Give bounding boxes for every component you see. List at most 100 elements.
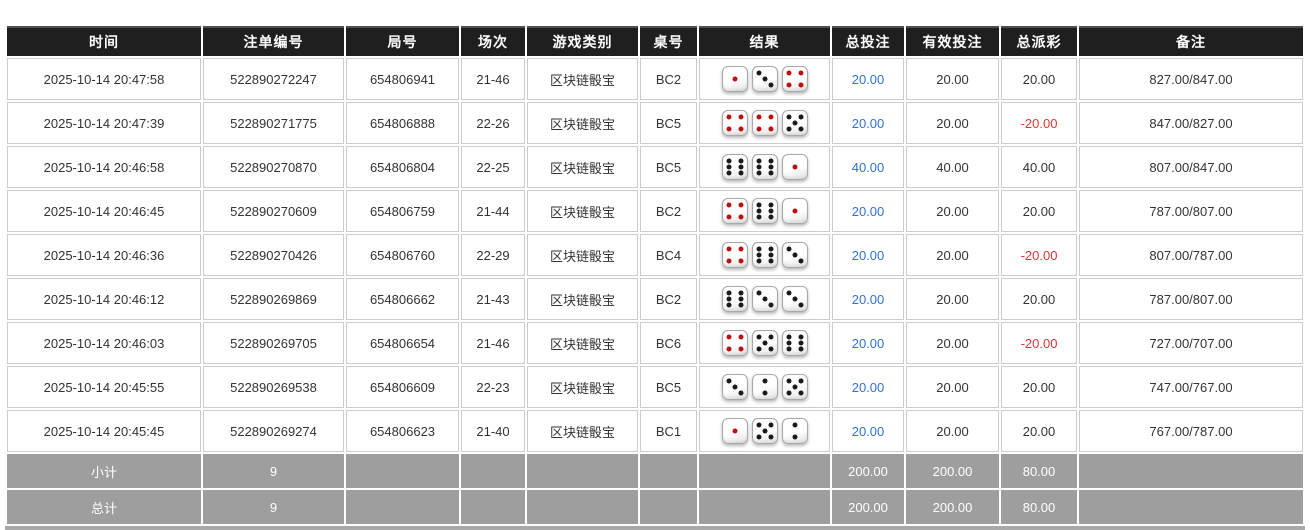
die-5-icon <box>751 418 778 444</box>
summary-empty <box>346 454 459 488</box>
die-6-icon <box>721 286 748 312</box>
cell-game_type: 区块链骰宝 <box>527 410 638 452</box>
cell-result <box>699 190 830 232</box>
cell-remark: 727.00/707.00 <box>1079 322 1303 364</box>
cell-round_no: 654806804 <box>346 146 459 188</box>
table-row: 2025-10-14 20:46:36 522890270426 654806760… <box>7 234 1303 276</box>
cell-total_payout: -20.00 <box>1001 322 1077 364</box>
die-1-icon <box>781 198 808 224</box>
cell-table_no: BC6 <box>640 322 697 364</box>
cell-total_bet[interactable]: 20.00 <box>832 278 904 320</box>
cell-remark: 747.00/767.00 <box>1079 366 1303 408</box>
cell-session: 21-40 <box>461 410 525 452</box>
die-4-icon <box>781 66 808 92</box>
summary-count: 9 <box>203 454 344 488</box>
summary-total-payout: 80.00 <box>1001 490 1077 524</box>
table-row: 2025-10-14 20:47:58 522890272247 654806941… <box>7 58 1303 100</box>
cell-game_type: 区块链骰宝 <box>527 190 638 232</box>
table-row: 2025-10-14 20:46:03 522890269705 654806654… <box>7 322 1303 364</box>
cell-time: 2025-10-14 20:47:39 <box>7 102 201 144</box>
cell-game_type: 区块链骰宝 <box>527 58 638 100</box>
summary-empty <box>461 490 525 524</box>
column-header-total_payout: 总派彩 <box>1001 26 1077 56</box>
cell-game_type: 区块链骰宝 <box>527 102 638 144</box>
cell-remark: 787.00/807.00 <box>1079 190 1303 232</box>
table-row: 2025-10-14 20:45:55 522890269538 654806609… <box>7 366 1303 408</box>
summary-empty <box>699 490 830 524</box>
cell-total_bet[interactable]: 20.00 <box>832 58 904 100</box>
die-3-icon <box>751 66 778 92</box>
cell-total_payout: 20.00 <box>1001 278 1077 320</box>
cell-result <box>699 58 830 100</box>
cell-total_bet[interactable]: 20.00 <box>832 322 904 364</box>
column-header-bet_no: 注单编号 <box>203 26 344 56</box>
cell-total_payout: 20.00 <box>1001 366 1077 408</box>
cell-remark: 807.00/787.00 <box>1079 234 1303 276</box>
cell-game_type: 区块链骰宝 <box>527 278 638 320</box>
header-row: 时间 注单编号 局号 场次 游戏类别 桌号 结果 总投注 有效投注 总派彩 备注 <box>7 26 1303 56</box>
cell-bet_no: 522890270426 <box>203 234 344 276</box>
subtotal-row: 小计 9 200.00 200.00 80.00 <box>7 454 1303 488</box>
cell-game_type: 区块链骰宝 <box>527 234 638 276</box>
summary-total-payout: 80.00 <box>1001 454 1077 488</box>
cell-bet_no: 522890271775 <box>203 102 344 144</box>
summary-empty <box>699 454 830 488</box>
die-4-icon <box>721 110 748 136</box>
die-3-icon <box>781 286 808 312</box>
table-row: 2025-10-14 20:46:12 522890269869 654806662… <box>7 278 1303 320</box>
summary-empty <box>640 454 697 488</box>
cell-time: 2025-10-14 20:46:03 <box>7 322 201 364</box>
cell-bet_no: 522890269274 <box>203 410 344 452</box>
cell-table_no: BC2 <box>640 278 697 320</box>
die-6-icon <box>751 242 778 268</box>
cell-total_payout: -20.00 <box>1001 102 1077 144</box>
cell-total_bet[interactable]: 20.00 <box>832 366 904 408</box>
cell-bet_no: 522890269705 <box>203 322 344 364</box>
table-summary: 小计 9 200.00 200.00 80.00 总计 9 200.00 200.00 80.00 <box>7 454 1303 524</box>
cell-valid_bet: 20.00 <box>906 58 999 100</box>
cell-table_no: BC2 <box>640 58 697 100</box>
cell-time: 2025-10-14 20:45:45 <box>7 410 201 452</box>
summary-empty <box>1079 454 1303 488</box>
cell-time: 2025-10-14 20:47:58 <box>7 58 201 100</box>
die-1-icon <box>721 66 748 92</box>
cell-session: 22-29 <box>461 234 525 276</box>
cell-table_no: BC5 <box>640 366 697 408</box>
cell-remark: 767.00/787.00 <box>1079 410 1303 452</box>
die-4-icon <box>721 242 748 268</box>
summary-empty <box>461 454 525 488</box>
table-body: 2025-10-14 20:47:58 522890272247 654806941… <box>7 58 1303 452</box>
cell-valid_bet: 20.00 <box>906 410 999 452</box>
cell-remark: 787.00/807.00 <box>1079 278 1303 320</box>
cell-total_bet[interactable]: 20.00 <box>832 190 904 232</box>
cell-total_bet[interactable]: 20.00 <box>832 410 904 452</box>
cell-session: 21-46 <box>461 58 525 100</box>
cell-table_no: BC5 <box>640 102 697 144</box>
cell-session: 22-23 <box>461 366 525 408</box>
cell-total_bet[interactable]: 20.00 <box>832 102 904 144</box>
die-1-icon <box>781 154 808 180</box>
bet-history-table: 时间 注单编号 局号 场次 游戏类别 桌号 结果 总投注 有效投注 总派彩 备注 2025-10-1… <box>5 24 1305 526</box>
die-4-icon <box>751 110 778 136</box>
cell-result <box>699 102 830 144</box>
cell-total_bet[interactable]: 40.00 <box>832 146 904 188</box>
cell-remark: 847.00/827.00 <box>1079 102 1303 144</box>
cell-session: 21-46 <box>461 322 525 364</box>
die-6-icon <box>751 198 778 224</box>
column-header-session: 场次 <box>461 26 525 56</box>
cell-total_payout: 20.00 <box>1001 410 1077 452</box>
cell-valid_bet: 20.00 <box>906 366 999 408</box>
die-5-icon <box>751 330 778 356</box>
grand-total-row: 总计 9 200.00 200.00 80.00 <box>7 490 1303 524</box>
cell-session: 21-43 <box>461 278 525 320</box>
table-row: 2025-10-14 20:47:39 522890271775 654806888… <box>7 102 1303 144</box>
cell-total_payout: 20.00 <box>1001 58 1077 100</box>
cell-round_no: 654806760 <box>346 234 459 276</box>
column-header-table_no: 桌号 <box>640 26 697 56</box>
table-row: 2025-10-14 20:46:45 522890270609 654806759… <box>7 190 1303 232</box>
table-bottom-bar <box>5 526 1305 530</box>
cell-total_bet[interactable]: 20.00 <box>832 234 904 276</box>
cell-table_no: BC5 <box>640 146 697 188</box>
table-header: 时间 注单编号 局号 场次 游戏类别 桌号 结果 总投注 有效投注 总派彩 备注 <box>7 26 1303 56</box>
summary-valid-bet: 200.00 <box>906 454 999 488</box>
